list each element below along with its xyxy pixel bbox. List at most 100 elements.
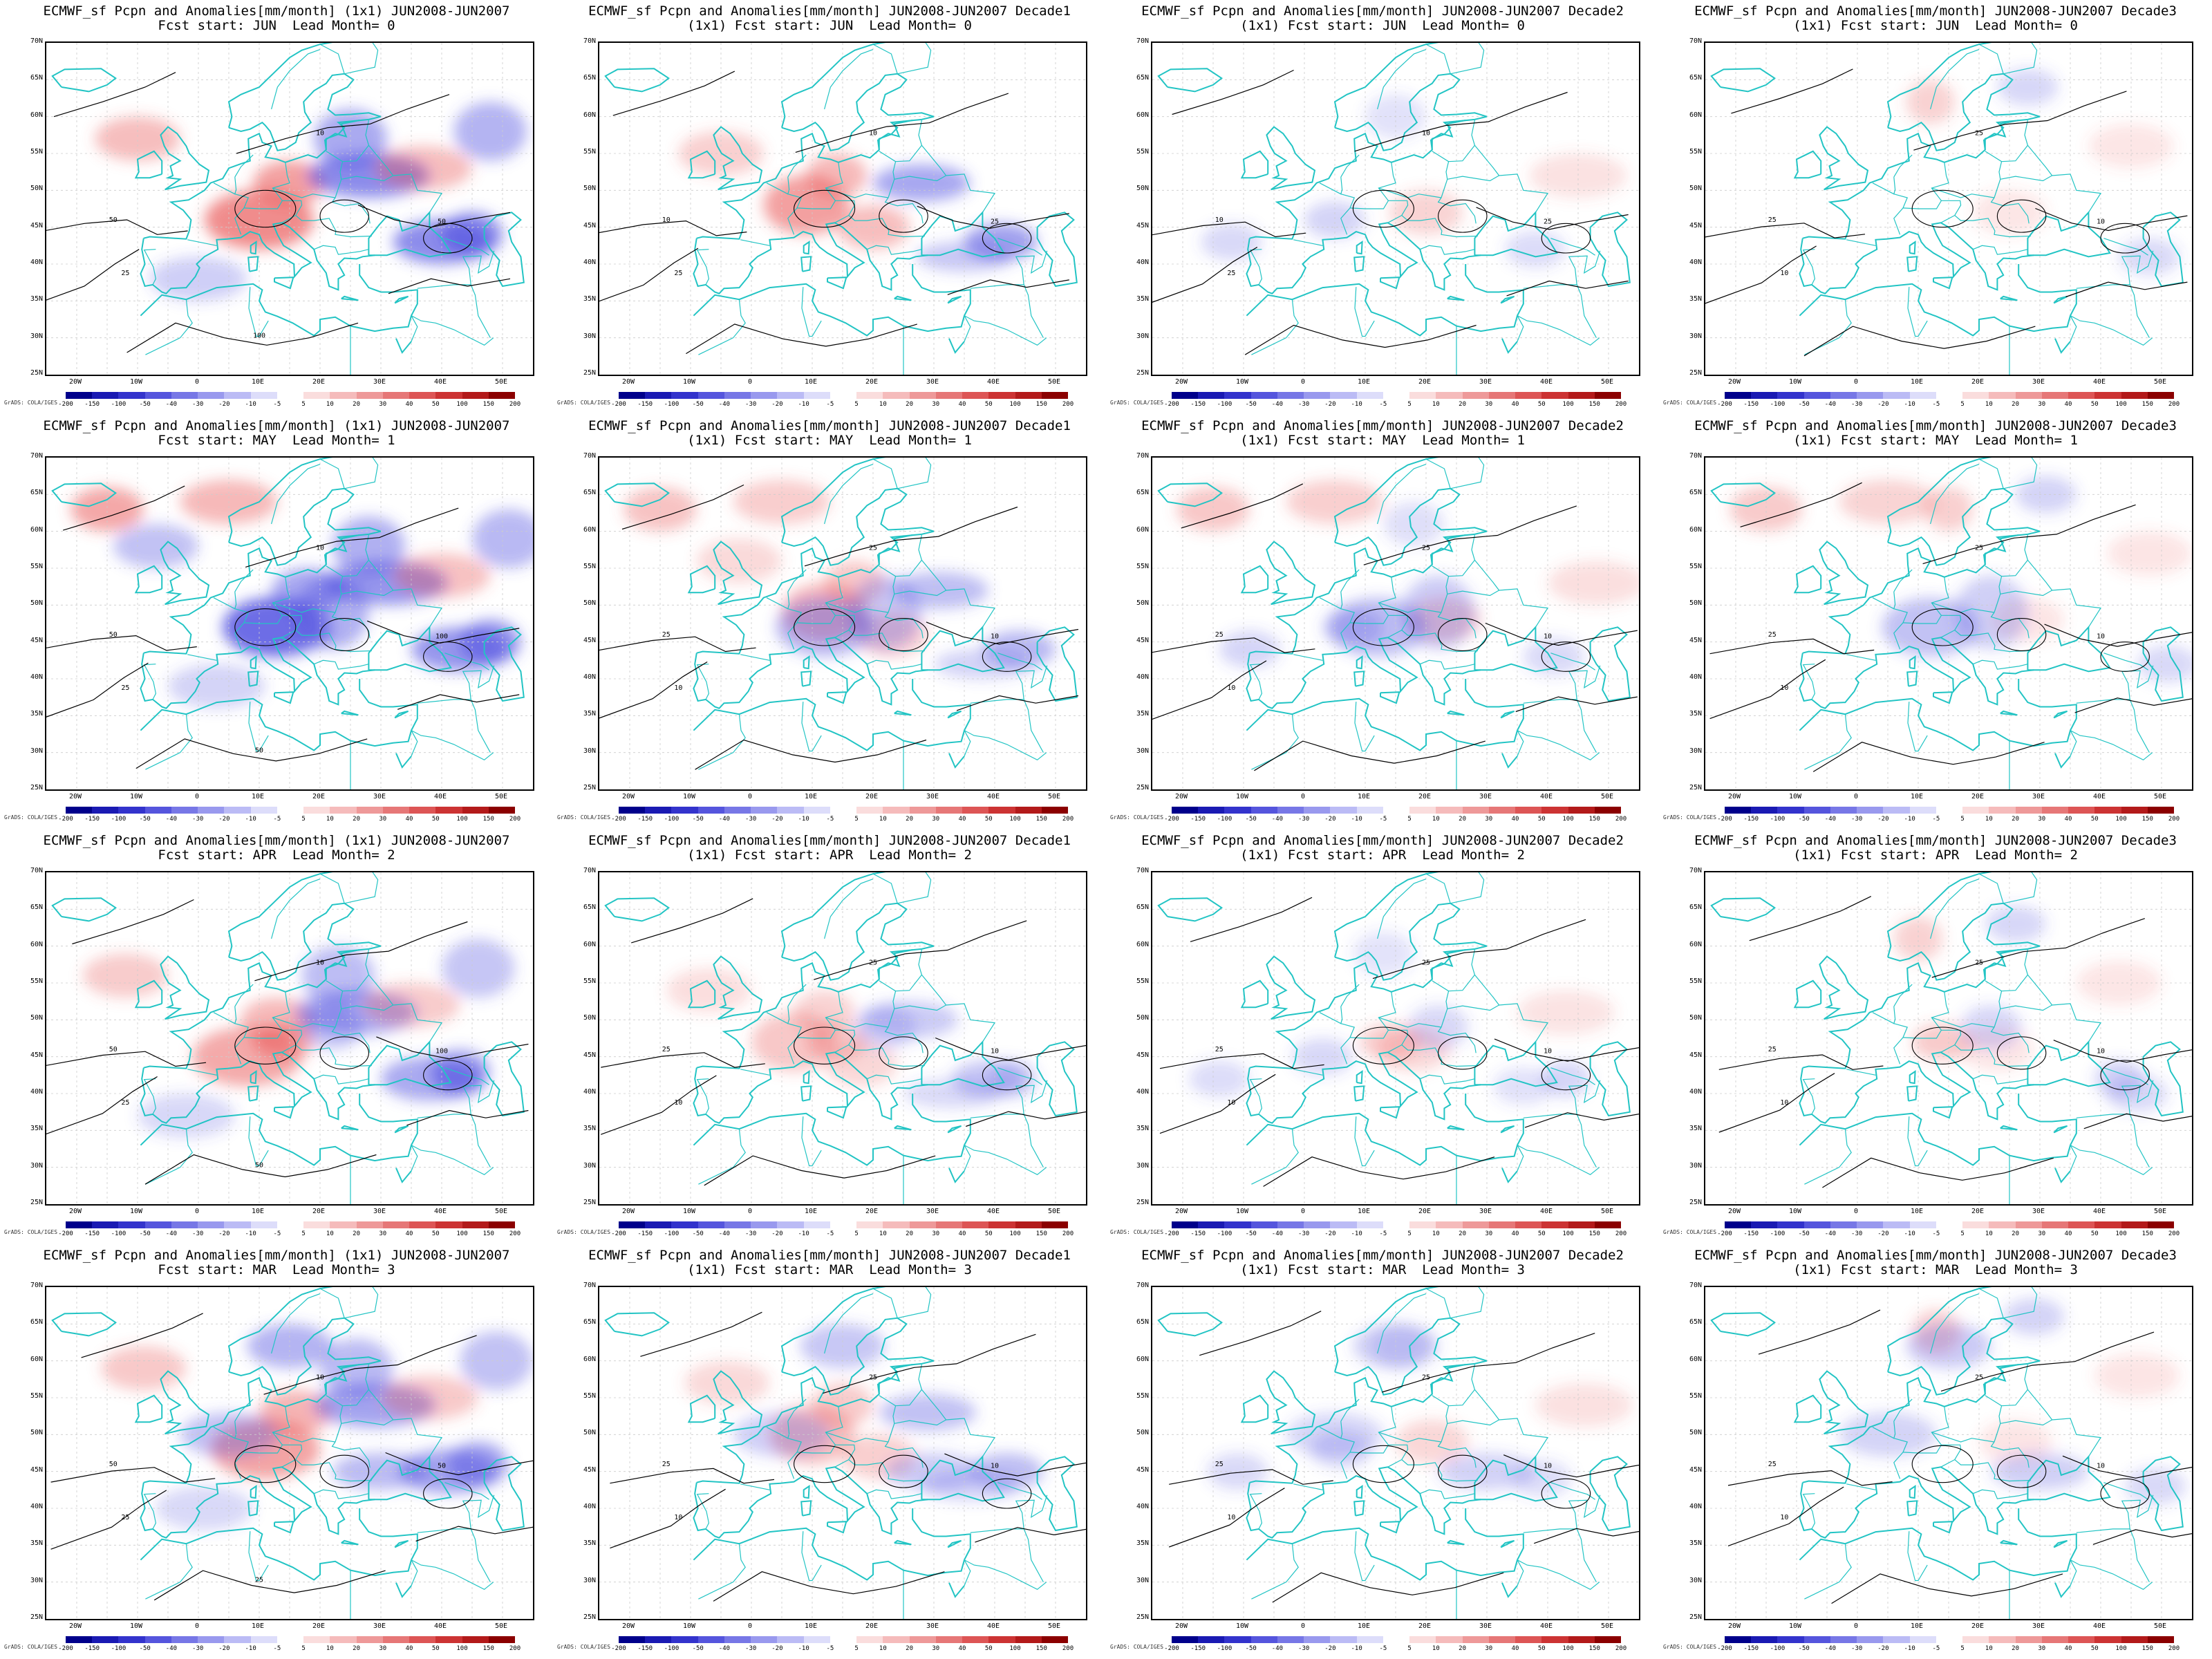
colorbar-swatch bbox=[276, 1636, 304, 1643]
colorbar-swatch bbox=[66, 807, 93, 814]
negative-anomaly bbox=[903, 1078, 1001, 1109]
colorbar-swatch bbox=[303, 1221, 330, 1228]
coastline bbox=[1334, 902, 1488, 981]
coastline bbox=[368, 1454, 452, 1502]
colorbar-swatch bbox=[171, 1221, 198, 1228]
coastline bbox=[1333, 43, 1439, 128]
lon-tick-label: 10E bbox=[1357, 1622, 1371, 1630]
coastline bbox=[247, 671, 259, 687]
contour-label: 10 bbox=[1227, 1099, 1235, 1107]
colorbar-swatch bbox=[2147, 1221, 2175, 1228]
country-border bbox=[964, 315, 1047, 346]
colorbar-swatch bbox=[409, 807, 436, 814]
coastline bbox=[395, 1168, 412, 1183]
colorbar-swatch bbox=[171, 807, 198, 814]
lon-tick-label: 20E bbox=[1418, 1208, 1432, 1215]
coastline bbox=[2053, 295, 2068, 304]
coastline bbox=[228, 902, 382, 981]
colorbar-label: -200 bbox=[611, 1230, 626, 1237]
colorbar-label: 30 bbox=[1485, 1230, 1493, 1237]
colorbar-swatch bbox=[1277, 1636, 1304, 1643]
coastline bbox=[803, 1485, 810, 1499]
colorbar-swatch bbox=[1803, 1221, 1831, 1228]
colorbar-label: 150 bbox=[482, 1230, 494, 1237]
precip-contour bbox=[1931, 918, 2145, 978]
colorbar-label: -20 bbox=[218, 1645, 230, 1652]
coastline bbox=[687, 1394, 716, 1423]
colorbar-swatch bbox=[1803, 807, 1831, 814]
colorbar-label: 100 bbox=[1562, 816, 1574, 823]
country-border bbox=[326, 1395, 344, 1443]
colorbar-swatch bbox=[1830, 1636, 1857, 1643]
contour-label: 25 bbox=[1422, 1374, 1430, 1381]
colorbar: -200 -150 -100 -50 -40 -30 -20 -10 -5 5 10 20 30 40 50… bbox=[1717, 1636, 2180, 1652]
colorbar-swatch bbox=[1568, 1636, 1595, 1643]
colorbar-swatch bbox=[435, 1221, 463, 1228]
colorbar-swatch bbox=[1541, 392, 1569, 399]
contour-label: 25 bbox=[1975, 544, 1983, 552]
colorbar-label: -50 bbox=[1798, 1645, 1810, 1652]
coastline bbox=[781, 902, 935, 981]
country-border bbox=[1978, 873, 2004, 903]
grads-credit: GrADS: COLA/IGES bbox=[1110, 400, 1164, 406]
lat-tick-label: 50N bbox=[1689, 185, 1702, 193]
country-border bbox=[1425, 44, 1451, 74]
country-border bbox=[696, 664, 710, 700]
panel-title: ECMWF_sf Pcpn and Anomalies[mm/month] JU… bbox=[1694, 1248, 2177, 1263]
colorbar-label: -10 bbox=[798, 401, 809, 408]
colorbar-swatch bbox=[1857, 807, 1884, 814]
country-border bbox=[2052, 174, 2102, 213]
country-border bbox=[1872, 1006, 1896, 1024]
country-border bbox=[331, 1441, 371, 1468]
lat-tick-label: 70N bbox=[1136, 37, 1149, 45]
country-border bbox=[884, 612, 924, 639]
map-area: 10 25 10 25 bbox=[1151, 41, 1640, 376]
country-border bbox=[1448, 949, 1476, 992]
colorbar-swatch bbox=[462, 392, 489, 399]
colorbar-label: -150 bbox=[1190, 401, 1206, 408]
colorbar-label: 10 bbox=[1432, 1230, 1440, 1237]
precip-contour bbox=[1506, 280, 1629, 297]
colorbar-label: -20 bbox=[771, 816, 783, 823]
lon-tick-label: 30E bbox=[926, 793, 939, 800]
country-border bbox=[1499, 174, 1549, 213]
colorbar-swatch bbox=[1515, 807, 1542, 814]
country-border bbox=[848, 630, 925, 653]
colorbar-swatch bbox=[619, 1221, 646, 1228]
coastline bbox=[687, 565, 716, 594]
coastline bbox=[1500, 1125, 1515, 1134]
lon-tick-label: 50E bbox=[1600, 378, 1614, 386]
colorbar-label: -200 bbox=[58, 1230, 73, 1237]
colorbar-swatch bbox=[303, 1636, 330, 1643]
lon-tick-label: 0 bbox=[1853, 378, 1859, 386]
country-border bbox=[1990, 197, 2030, 224]
colorbar-swatch bbox=[883, 392, 910, 399]
colorbar-label: 100 bbox=[1562, 401, 1574, 408]
colorbar-swatch bbox=[1883, 1636, 1911, 1643]
colorbar-label: -50 bbox=[692, 1230, 704, 1237]
coastline bbox=[604, 482, 671, 507]
colorbar-swatch bbox=[356, 392, 384, 399]
colorbar-label: -100 bbox=[1217, 1645, 1232, 1652]
coastline bbox=[368, 210, 452, 258]
country-border bbox=[295, 630, 372, 653]
colorbar-swatch bbox=[171, 1636, 198, 1643]
coastline bbox=[274, 276, 294, 290]
positive-anomaly bbox=[1517, 990, 1615, 1035]
country-border bbox=[272, 602, 336, 613]
precip-contour bbox=[1352, 1027, 1414, 1065]
positive-anomaly bbox=[2076, 961, 2162, 1005]
colorbar-swatch bbox=[1541, 807, 1569, 814]
coastline bbox=[228, 1317, 382, 1396]
panel-title: ECMWF_sf Pcpn and Anomalies[mm/month] JU… bbox=[1141, 1248, 1624, 1263]
colorbar-label: -150 bbox=[637, 1645, 653, 1652]
lon-tick-label: 0 bbox=[1300, 378, 1306, 386]
country-border bbox=[145, 1544, 193, 1600]
colorbar-label: 5 bbox=[301, 401, 306, 408]
coastline bbox=[274, 691, 294, 704]
precip-contour bbox=[2053, 1040, 2192, 1063]
panel-title: ECMWF_sf Pcpn and Anomalies[mm/month] JU… bbox=[1141, 833, 1624, 848]
country-border bbox=[1846, 1483, 1876, 1490]
